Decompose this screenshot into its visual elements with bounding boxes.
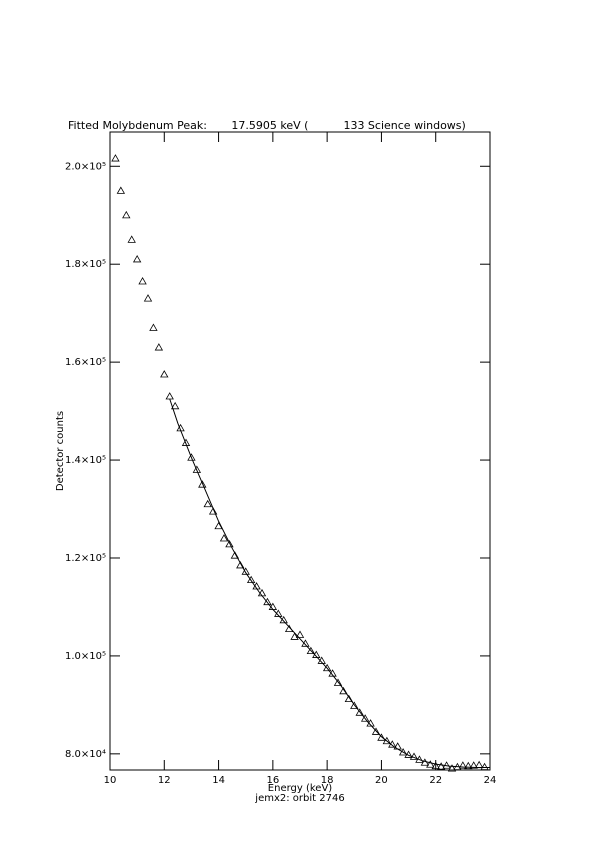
data-point (160, 370, 169, 378)
x-tick-label: 22 (429, 775, 442, 786)
y-tick-label: 1.2×10⁵ (65, 553, 106, 564)
data-point (306, 646, 316, 655)
x-tick-label: 16 (266, 775, 279, 786)
data-point (322, 663, 332, 672)
data-point (350, 701, 359, 709)
x-tick-label: 10 (104, 775, 117, 786)
data-point (398, 748, 408, 756)
data-point (290, 632, 299, 640)
data-point (436, 762, 446, 770)
data-point (333, 678, 343, 686)
data-point (377, 733, 386, 741)
data-point (230, 551, 240, 559)
data-point (344, 694, 354, 703)
y-axis-label: Detector counts (55, 411, 66, 491)
data-point (203, 499, 212, 508)
data-point (154, 343, 164, 351)
x-tick-label: 18 (321, 775, 334, 786)
data-point (371, 727, 381, 735)
data-point (236, 561, 245, 569)
y-tick-label: 1.8×10⁵ (65, 259, 106, 270)
data-point (447, 764, 457, 772)
data-point (360, 714, 370, 722)
x-tick-label: 12 (158, 775, 171, 786)
data-point (122, 210, 131, 219)
data-point (382, 736, 392, 745)
data-point (149, 323, 158, 331)
data-point (198, 480, 207, 488)
data-point (208, 507, 218, 515)
data-point (480, 762, 489, 771)
data-point (263, 597, 272, 606)
data-point (225, 539, 234, 548)
x-tick-label: 20 (375, 775, 388, 786)
y-tick-label: 2.0×10⁵ (65, 161, 106, 172)
x-tick-label: 14 (212, 775, 225, 786)
chart-title: Fitted Molybdenum Peak: 17.5905 keV ( 13… (68, 119, 466, 132)
data-point (111, 154, 120, 162)
data-point (219, 534, 229, 542)
data-point (170, 401, 180, 410)
y-tick-label: 1.0×10⁵ (65, 651, 106, 662)
data-point (143, 294, 153, 302)
x-tick-label: 24 (484, 775, 497, 786)
data-point (116, 186, 126, 194)
data-point (246, 575, 256, 584)
subtitle: jemx2: orbit 2746 (254, 793, 344, 804)
x-axis-label: Energy (keV) (268, 783, 333, 794)
data-point (431, 761, 440, 770)
fit-line (169, 398, 490, 769)
data-point (192, 465, 202, 473)
data-point (127, 235, 136, 243)
data-point (355, 708, 364, 716)
data-point (181, 438, 191, 446)
y-tick-label: 1.6×10⁵ (65, 357, 106, 368)
data-point (295, 630, 305, 638)
data-point (187, 453, 196, 461)
plot-frame (109, 131, 491, 771)
data-point (464, 761, 473, 770)
data-point (339, 686, 348, 695)
data-point (469, 761, 478, 769)
data-point (132, 254, 142, 263)
data-point (458, 761, 468, 769)
data-point (138, 277, 147, 285)
data-point (241, 567, 250, 575)
data-point (426, 760, 435, 768)
y-tick-label: 8.0×10⁴ (65, 749, 106, 760)
y-tick-label: 1.4×10⁵ (65, 455, 106, 466)
